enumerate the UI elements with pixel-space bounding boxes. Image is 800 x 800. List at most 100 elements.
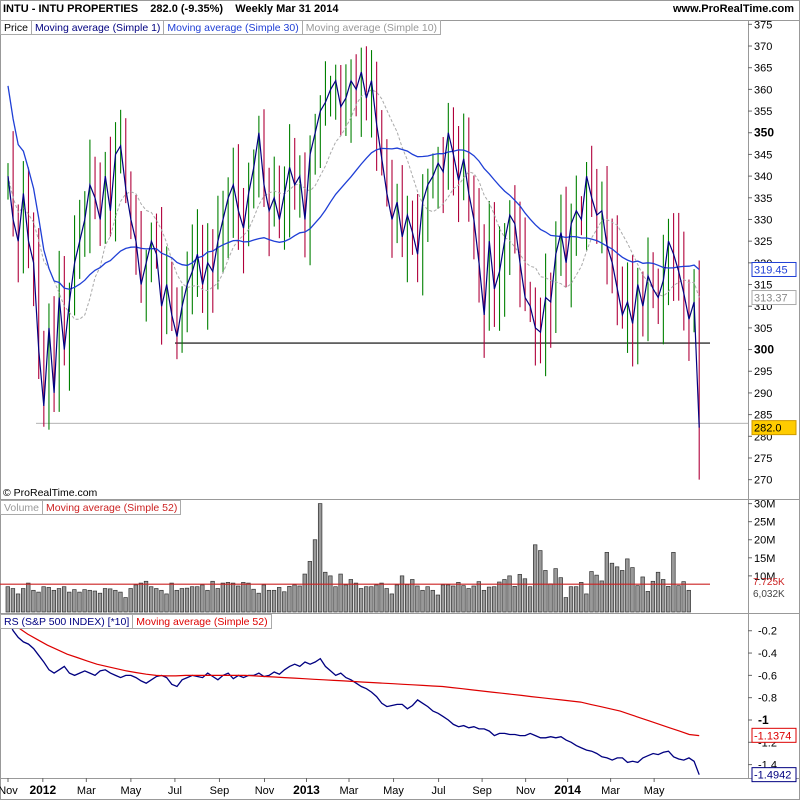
volume-bar <box>343 584 348 613</box>
rs-last-value-label-box <box>751 767 797 783</box>
volume-bar <box>456 582 461 613</box>
legend-ma1[interactable]: Moving average (Simple 1) <box>30 20 165 35</box>
price-tick-label: 285 <box>754 410 772 422</box>
volume-bar <box>461 585 466 613</box>
volume-bar <box>486 586 492 613</box>
volume-bar <box>686 589 691 613</box>
price-tick-label: 340 <box>754 171 772 183</box>
last-change: 282.0 (-9.35%) <box>150 3 224 15</box>
volume-bar <box>328 575 333 613</box>
volume-bar <box>113 589 118 613</box>
volume-bar <box>573 586 579 613</box>
volume-bar <box>256 592 261 613</box>
price-tick-label: 335 <box>754 193 772 205</box>
volume-bar <box>522 578 528 613</box>
volume-bar <box>210 580 215 613</box>
volume-bar <box>317 503 323 613</box>
x-tick-label: 2013 <box>293 783 320 797</box>
legend-rs[interactable]: RS (S&P 500 INDEX) [*10] <box>0 614 134 629</box>
volume-bar <box>594 574 599 613</box>
volume-bar <box>584 593 589 613</box>
volume-bar <box>527 586 533 613</box>
volume-bar <box>384 588 389 613</box>
volume-bar <box>36 591 41 613</box>
rs-legend: RS (S&P 500 INDEX) [*10] Moving average … <box>0 614 272 629</box>
volume-bar <box>154 588 159 613</box>
volume-bar <box>297 585 302 613</box>
x-tick-label: Jul <box>432 785 446 797</box>
volume-bar <box>149 586 154 613</box>
ma1-line <box>7 71 700 428</box>
volume-bar <box>225 582 231 613</box>
volume-bar <box>609 562 615 613</box>
x-tick-label: Sep <box>472 785 492 797</box>
legend-volume[interactable]: Volume <box>0 500 44 515</box>
volume-bar <box>466 588 471 613</box>
legend-rs-ma52[interactable]: Moving average (Simple 52) <box>132 614 272 629</box>
volume-bar <box>271 589 277 613</box>
x-tick-label: May <box>383 785 404 797</box>
volume-bar <box>558 577 563 613</box>
volume-bar <box>164 593 169 613</box>
volume-bar <box>205 589 210 613</box>
site-label[interactable]: www.ProRealTime.com <box>672 3 794 15</box>
ma10-value-label-box <box>751 290 797 306</box>
volume-bar <box>138 582 144 613</box>
rs-line <box>7 619 700 775</box>
ma10-line <box>7 89 700 320</box>
volume-bar <box>666 585 671 613</box>
volume-bar <box>604 552 609 613</box>
volume-bar <box>26 582 31 613</box>
chart-header: INTU - INTU PROPERTIES 282.0 (-9.35%) We… <box>0 0 800 20</box>
x-tick-label: Mar <box>77 785 96 797</box>
x-tick-label: Nov <box>516 785 536 797</box>
volume-bar <box>348 579 353 613</box>
rs-tick-label: -0.8 <box>758 693 777 705</box>
legend-volume-ma52[interactable]: Moving average (Simple 52) <box>42 500 182 515</box>
rs-tick-label: -0.4 <box>758 648 777 660</box>
price-tick-label: 305 <box>754 323 772 335</box>
volume-bar <box>189 586 195 613</box>
volume-bar <box>118 591 123 613</box>
volume-bar <box>179 588 185 613</box>
legend-ma10[interactable]: Moving average (Simple 10) <box>301 20 442 35</box>
price-tick-label: 315 <box>754 280 772 292</box>
legend-ma30[interactable]: Moving average (Simple 30) <box>163 20 303 35</box>
volume-tick-label: 15M <box>754 553 775 565</box>
rs-last-value-label: -1.4942 <box>754 770 791 782</box>
volume-bar <box>241 582 246 613</box>
price-tick-label: 350 <box>754 126 774 140</box>
legend-price[interactable]: Price <box>0 20 32 35</box>
volume-bar <box>333 586 338 613</box>
volume-bar <box>287 585 292 613</box>
volume-bar <box>445 584 451 613</box>
volume-bar <box>405 584 410 613</box>
volume-bar <box>681 581 686 613</box>
price-tick-label: 365 <box>754 63 772 75</box>
volume-bar <box>46 587 51 613</box>
x-tick-label: Nov <box>255 785 275 797</box>
x-tick-label: 2014 <box>554 783 581 797</box>
volume-bar <box>394 584 400 613</box>
price-tick-label: 270 <box>754 475 772 487</box>
volume-bar <box>97 592 103 613</box>
volume-bar <box>451 585 456 613</box>
last-price-label-box <box>751 420 797 436</box>
volume-bar <box>538 550 543 613</box>
volume-bar <box>323 571 328 613</box>
volume-bar <box>61 586 67 613</box>
volume-bar <box>159 589 164 613</box>
rs-ma-value-label-box <box>751 727 797 743</box>
volume-bar <box>625 558 630 613</box>
period-label: Weekly Mar 31 2014 <box>235 3 339 15</box>
rs-tick-label: -0.6 <box>758 670 777 682</box>
volume-bar <box>430 589 435 613</box>
price-tick-label: 345 <box>754 149 772 161</box>
volume-bar <box>77 591 82 613</box>
volume-bar <box>82 589 87 613</box>
volume-bar <box>563 597 569 613</box>
volume-bar <box>92 590 97 613</box>
rs-ma-value-label: -1.1374 <box>754 730 791 742</box>
x-tick-label: May <box>644 785 665 797</box>
instrument-title: INTU - INTU PROPERTIES <box>3 3 139 15</box>
